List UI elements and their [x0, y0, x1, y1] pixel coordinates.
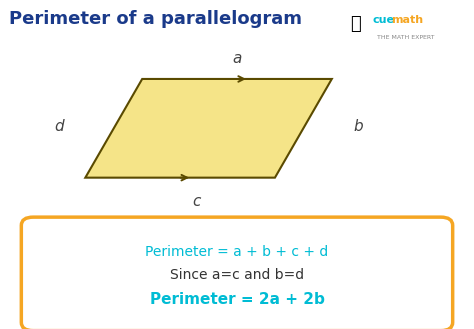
Text: d: d: [55, 119, 64, 134]
FancyBboxPatch shape: [21, 217, 453, 329]
Text: THE MATH EXPERT: THE MATH EXPERT: [377, 35, 434, 39]
Text: b: b: [353, 119, 363, 134]
Text: Perimeter = a + b + c + d: Perimeter = a + b + c + d: [146, 245, 328, 259]
Text: c: c: [192, 194, 201, 209]
Text: 🚀: 🚀: [350, 15, 361, 33]
Text: Perimeter of a parallelogram: Perimeter of a parallelogram: [9, 10, 302, 28]
Text: a: a: [232, 51, 242, 66]
Text: Perimeter = 2a + 2b: Perimeter = 2a + 2b: [150, 292, 324, 307]
Text: Since a=c and b=d: Since a=c and b=d: [170, 268, 304, 282]
Polygon shape: [85, 79, 332, 178]
Text: cue: cue: [372, 15, 394, 25]
Text: math: math: [391, 15, 423, 25]
